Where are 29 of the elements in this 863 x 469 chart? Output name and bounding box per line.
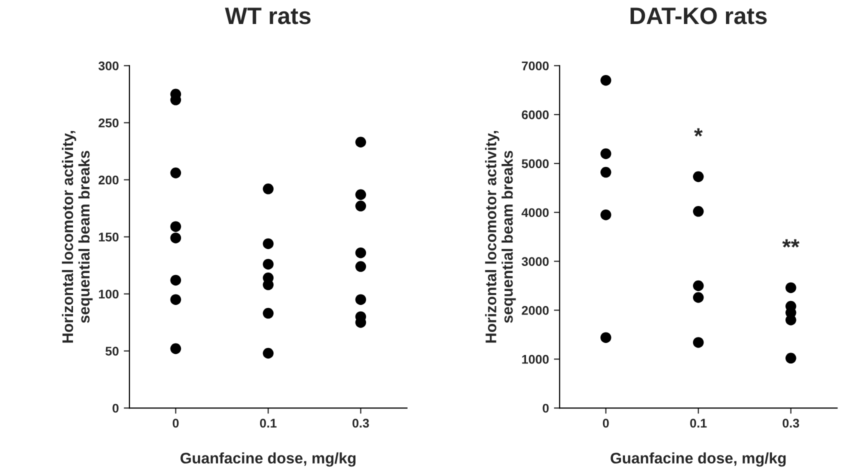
annotation: * [694,128,703,137]
y-tick-label: 6000 [522,110,549,120]
annotation: ** [782,239,800,248]
chart-title: DAT-KO rats [630,8,767,24]
x-tick-label: 0.3 [352,418,369,428]
y-axis-title: Horizontal locomotor activity, sequential beam breaks [485,131,516,343]
x-axis-title: Guanfacine dose, mg/kg [180,452,356,467]
y-tick-label: 0 [542,404,549,413]
x-axis-title: Guanfacine dose, mg/kg [610,452,786,467]
y-tick-label: 250 [98,118,119,128]
x-tick-label: 0 [172,418,179,428]
y-tick-label: 200 [98,176,119,184]
y-tick-label: 0 [112,404,119,413]
y-tick-label: 300 [98,61,119,70]
y-tick-label: 3000 [522,257,549,266]
x-tick-label: 0.3 [782,418,800,428]
y-tick-label: 1000 [522,354,549,364]
x-tick-label: 0 [602,418,609,428]
y-tick-label: 150 [98,232,119,242]
y-axis-title: Horizontal locomotor activity, sequential beam breaks [62,131,93,343]
x-tick-label: 0.1 [690,418,707,428]
chart-title: WT rats [224,8,311,24]
y-tick-label: 5000 [522,159,549,168]
y-tick-label: 2000 [522,306,549,315]
y-tick-label: 4000 [522,208,549,218]
y-tick-label: 100 [98,290,119,299]
y-tick-label: 50 [106,346,119,356]
y-tick-label: 7000 [522,61,549,70]
x-tick-label: 0.1 [260,418,277,428]
